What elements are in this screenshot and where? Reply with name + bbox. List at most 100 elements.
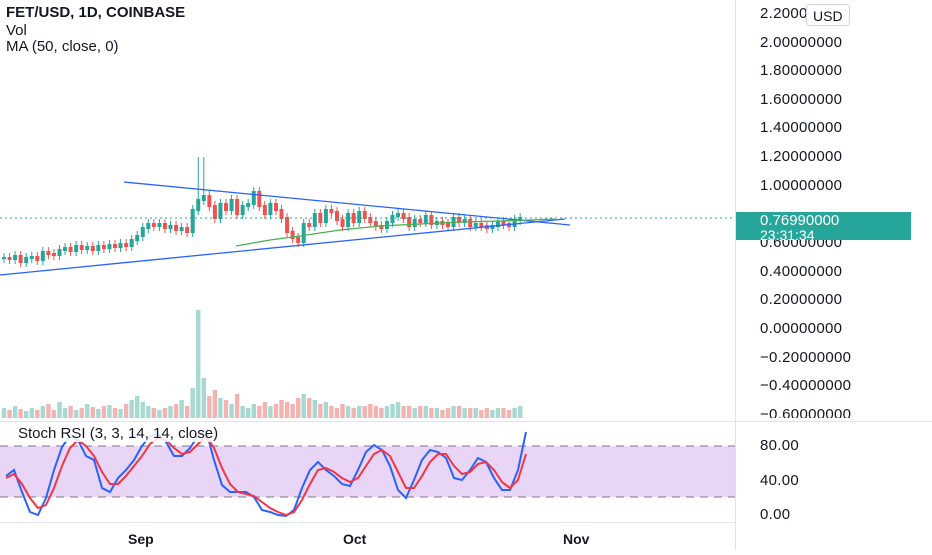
candle-body [101, 245, 106, 249]
axis-divider [736, 421, 932, 422]
volume-bar [107, 405, 112, 418]
candle-body [362, 211, 367, 219]
stoch-rsi-legend[interactable]: Stoch RSI (3, 3, 14, 14, close) [16, 425, 221, 442]
volume-bar [506, 410, 512, 418]
symbol-title[interactable]: FET/USD, 1D, COINBASE [6, 4, 186, 21]
candle-body [368, 217, 373, 223]
candle-body [96, 245, 101, 251]
candle-body [273, 203, 278, 211]
candle-body [323, 209, 328, 223]
volume-bar [401, 406, 406, 418]
volume-bar [423, 406, 428, 418]
volume-bar [368, 404, 373, 418]
volume-bar [35, 410, 40, 418]
volume-bar [7, 410, 12, 418]
volume-bar [24, 411, 29, 418]
candle-body [162, 223, 167, 229]
volume-bar [157, 410, 162, 418]
candle-body [40, 251, 45, 261]
ma-legend[interactable]: MA (50, close, 0) [6, 38, 119, 55]
candle-body [390, 215, 395, 223]
price-tick: −0.40000000 [760, 377, 852, 394]
volume-bar [434, 408, 440, 418]
volume-bar [390, 404, 395, 418]
candle-body [129, 239, 134, 247]
volume-bar [29, 408, 34, 418]
volume-bar [79, 408, 84, 418]
volume-bar [462, 408, 467, 418]
volume-bar [351, 408, 356, 418]
volume-bar [73, 410, 79, 418]
volume-bar [345, 406, 351, 418]
candle-body [446, 223, 450, 227]
volume-bar [484, 408, 490, 418]
candle-body [357, 211, 362, 223]
candle-body [401, 213, 406, 219]
candle-body [13, 255, 18, 260]
volume-bar [323, 402, 329, 418]
candle-body [423, 215, 428, 223]
candle-body [490, 225, 495, 229]
volume-legend[interactable]: Vol [6, 22, 27, 39]
chart-pane[interactable]: FET/USD, 1D, COINBASE Vol MA (50, close,… [0, 0, 735, 550]
volume-bar [451, 406, 456, 418]
candle-body [246, 203, 251, 207]
candle-body [79, 245, 84, 250]
candle-body [201, 195, 206, 201]
stoch-band [0, 446, 735, 497]
candle-body [229, 199, 234, 211]
candle-body [240, 205, 245, 215]
candle-body [285, 217, 290, 233]
candle-body [218, 203, 223, 219]
volume-bar [196, 310, 201, 418]
time-axis[interactable]: Sep Oct Nov [0, 522, 735, 551]
chart-canvas[interactable] [0, 0, 735, 550]
price-axis[interactable]: 2.20000000 2.00000000 1.80000000 1.60000… [735, 0, 932, 550]
volume-bar [501, 408, 506, 418]
volume-bar [295, 398, 301, 418]
lower-trendline[interactable] [0, 218, 566, 276]
candle-body [373, 221, 378, 227]
candle-body [262, 205, 267, 215]
price-tick: 1.60000000 [760, 91, 843, 108]
volume-bar [284, 402, 290, 418]
candle-body [290, 231, 295, 239]
candle-body [268, 203, 273, 215]
pane-divider[interactable] [0, 421, 735, 422]
candle-body [146, 223, 151, 229]
volume-bar [479, 410, 484, 418]
currency-button[interactable]: USD [806, 4, 850, 26]
candle-body [212, 205, 217, 219]
volume-bar [395, 402, 401, 418]
candle-body [24, 257, 29, 263]
last-price-value: 0.76990000 [760, 212, 840, 229]
volume-bar [418, 406, 423, 418]
candle-body [124, 243, 129, 247]
volume-bar [12, 406, 18, 418]
volume-bar [146, 406, 151, 418]
candle-body [107, 244, 112, 249]
candle-body [379, 225, 384, 229]
candle-body [207, 195, 212, 207]
candle-body [340, 219, 345, 227]
last-price-badge: 0.76990000 23:31:34 [736, 212, 911, 242]
volume-bar [384, 406, 390, 418]
volume-bar [301, 394, 306, 418]
volume-bar [251, 404, 256, 418]
candle-body [279, 209, 284, 219]
candle-body [179, 227, 184, 231]
volume-bar [201, 378, 206, 418]
candle-body [63, 247, 68, 251]
volume-bar [440, 410, 445, 418]
candle-body [312, 213, 317, 227]
candle-body [412, 219, 417, 227]
candle-body [418, 219, 423, 223]
volume-bar [140, 402, 145, 418]
candle-body [135, 235, 140, 241]
candle-body [495, 221, 500, 227]
candle-body [224, 203, 228, 211]
candle-body [18, 255, 23, 263]
volume-bar [373, 406, 379, 418]
volume-bar [495, 408, 501, 418]
candle-body [457, 217, 462, 223]
